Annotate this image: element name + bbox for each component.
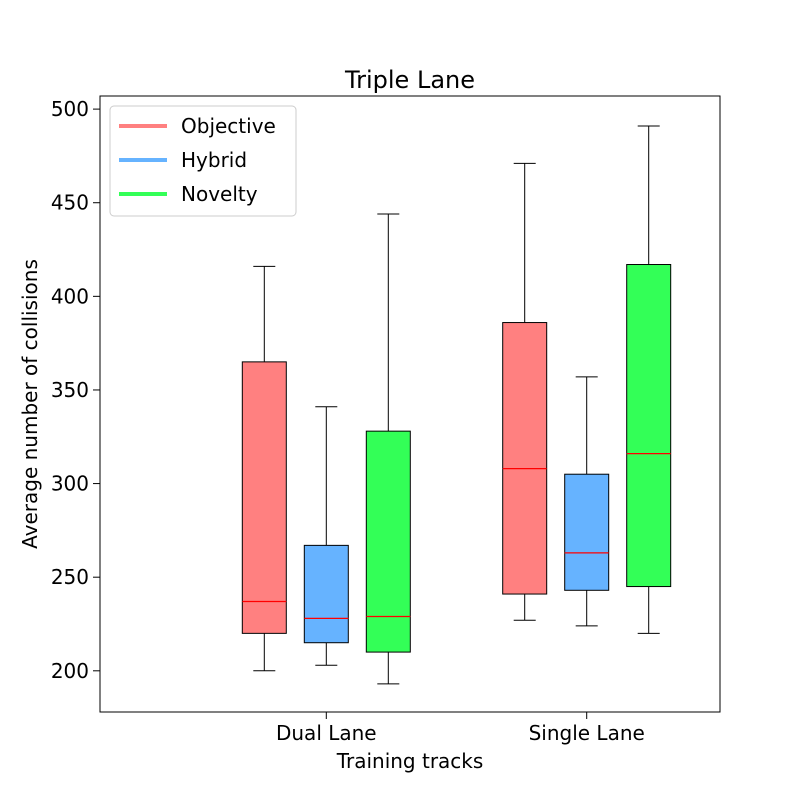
chart-title: Triple Lane xyxy=(344,66,475,94)
box-body xyxy=(241,361,287,634)
legend-frame xyxy=(109,105,297,217)
y-tick-label: 300 xyxy=(51,472,89,496)
box-novelty-1 xyxy=(626,125,672,634)
box-body xyxy=(564,473,610,591)
y-tick-label: 350 xyxy=(51,378,89,402)
x-tick-label: Dual Lane xyxy=(276,721,377,745)
box-hybrid-0 xyxy=(303,406,349,666)
x-axis: Dual Lane Single Lane xyxy=(276,712,645,745)
y-tick-label: 400 xyxy=(51,284,89,308)
legend: Objective Hybrid Novelty xyxy=(109,105,297,217)
box-body xyxy=(365,430,411,653)
legend-label: Novelty xyxy=(181,182,258,206)
x-axis-label: Training tracks xyxy=(336,749,484,773)
box-novelty-0 xyxy=(365,213,411,685)
box-objective-0 xyxy=(241,265,287,672)
plot-frame xyxy=(99,95,721,713)
y-axis: 200 250 300 350 400 450 500 xyxy=(51,97,100,683)
plot-area xyxy=(241,125,672,685)
y-tick-label: 450 xyxy=(51,191,89,215)
legend-label: Hybrid xyxy=(181,148,247,172)
y-tick-label: 200 xyxy=(51,659,89,683)
box-hybrid-1 xyxy=(564,376,610,627)
legend-label: Objective xyxy=(181,114,276,138)
box-body xyxy=(626,264,672,588)
y-tick-label: 250 xyxy=(51,565,89,589)
box-objective-1 xyxy=(502,162,548,621)
box-body xyxy=(303,544,349,644)
box-body xyxy=(502,322,548,595)
y-tick-label: 500 xyxy=(51,97,89,121)
x-tick-label: Single Lane xyxy=(529,721,645,745)
y-axis-label: Average number of collisions xyxy=(18,259,42,549)
